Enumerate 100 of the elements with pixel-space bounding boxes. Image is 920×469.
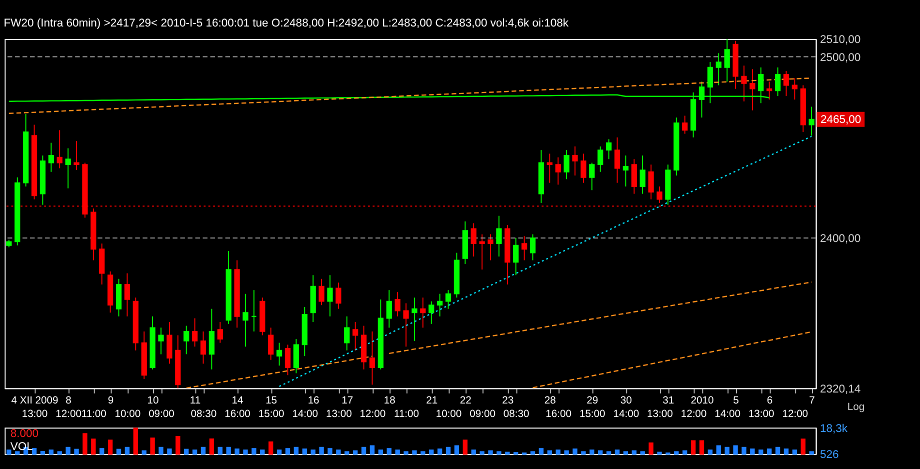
bar xyxy=(66,446,70,455)
candlestick xyxy=(724,38,730,82)
bar xyxy=(276,450,282,455)
bar xyxy=(150,438,155,455)
bar xyxy=(378,450,384,455)
x-tick-label: 16:00 xyxy=(546,408,572,420)
bar xyxy=(530,451,536,455)
x-tick-label: 23 xyxy=(502,396,514,407)
bar xyxy=(412,450,417,455)
x-tick-label: 11:00 xyxy=(394,408,420,420)
bar xyxy=(800,438,806,455)
candlestick xyxy=(750,68,756,111)
y-tick-label: 2510,00 xyxy=(820,34,861,46)
line-series xyxy=(278,136,812,388)
candlestick xyxy=(74,140,80,171)
x-tick-label: 7 xyxy=(809,396,816,407)
x-tick-label: 6 xyxy=(766,396,773,407)
candlestick xyxy=(327,274,333,317)
candlestick xyxy=(386,290,392,328)
bar xyxy=(395,450,400,455)
candlestick xyxy=(488,234,494,261)
candlestick xyxy=(572,146,578,176)
candlestick xyxy=(124,272,130,317)
x-tick-label: 09:00 xyxy=(148,408,175,420)
bar xyxy=(268,441,274,455)
candlestick xyxy=(792,78,798,100)
x-tick-label: 10 xyxy=(147,396,160,407)
text: 2465,00 xyxy=(820,114,862,126)
candlestick xyxy=(521,236,528,261)
x-tick-label: 14:00 xyxy=(714,408,741,420)
bar xyxy=(480,451,484,455)
candlestick xyxy=(48,142,54,172)
candlestick xyxy=(783,70,790,96)
x-tick-label: 18 xyxy=(384,396,396,407)
bar xyxy=(361,446,366,455)
y-tick-label: 526 xyxy=(820,449,839,462)
candlestick xyxy=(656,186,662,204)
candlestick xyxy=(268,327,274,360)
x-tick-label: 31 xyxy=(662,396,674,407)
candlestick xyxy=(200,330,206,364)
bar xyxy=(344,451,350,455)
candlestick xyxy=(496,215,502,257)
bar xyxy=(386,448,392,455)
candlestick xyxy=(56,130,62,169)
candlestick xyxy=(631,158,637,194)
candlestick xyxy=(437,293,443,317)
x-tick-label: 17 xyxy=(342,396,354,407)
bar xyxy=(446,446,451,455)
bar xyxy=(640,451,645,455)
bar xyxy=(564,450,569,455)
bar xyxy=(252,448,256,455)
bar xyxy=(167,448,172,455)
candlestick xyxy=(420,297,426,328)
bar xyxy=(404,451,408,455)
bar xyxy=(716,445,721,455)
candlestick xyxy=(284,344,291,376)
candlestick xyxy=(251,290,257,332)
bar xyxy=(48,450,54,455)
x-tick-label: 16 xyxy=(308,396,320,407)
x-tick-label: 10:00 xyxy=(114,408,141,420)
y-tick-label: 18,3k xyxy=(820,422,848,435)
x-tick-label: 12:00 xyxy=(680,408,707,420)
bar xyxy=(91,438,96,455)
bar xyxy=(302,448,307,455)
x-tick-label: 09:00 xyxy=(470,408,496,420)
x-tick-label: 30 14:00 xyxy=(613,396,640,420)
bar xyxy=(234,448,240,455)
bar xyxy=(370,445,375,455)
bar xyxy=(514,452,518,455)
x-tick-label: 08:30 xyxy=(190,408,217,420)
bar xyxy=(209,438,214,455)
bar xyxy=(590,450,594,455)
x-tick-label: 29 15:00 xyxy=(579,396,606,420)
bar xyxy=(260,450,265,455)
candlestick xyxy=(622,155,629,187)
bar xyxy=(192,450,198,455)
bar xyxy=(471,450,476,455)
candlestick xyxy=(336,282,342,310)
candlestick xyxy=(192,318,198,348)
candlestick xyxy=(589,162,595,191)
bar xyxy=(750,448,755,455)
bar xyxy=(699,440,704,455)
bar xyxy=(243,450,248,455)
bar xyxy=(454,445,460,455)
candlestick xyxy=(184,325,190,355)
bar xyxy=(32,448,37,455)
bar xyxy=(319,446,324,455)
candlestick xyxy=(352,322,358,351)
candlestick xyxy=(479,234,485,270)
bar xyxy=(437,448,442,455)
bar xyxy=(74,448,79,455)
candlestick xyxy=(741,65,747,102)
candlestick xyxy=(513,238,519,276)
bar xyxy=(724,446,730,455)
bar xyxy=(538,448,544,455)
bar xyxy=(572,448,578,455)
bar xyxy=(766,448,772,455)
x-tick-label: 13:00 xyxy=(647,408,674,420)
bar xyxy=(57,451,62,455)
chart-title: FW20 (Intra 60min) >2417,29< 2010-I-5 16:00:01 tue O:2488,00 H:2492,00 L:2483,00 C:2483,00 vol:4,6k oi:108k xyxy=(4,17,569,30)
